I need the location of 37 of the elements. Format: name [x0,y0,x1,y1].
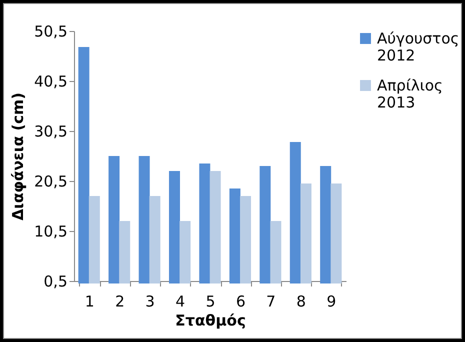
x-tick-label: 1 [84,292,94,310]
x-tick-label: 6 [236,292,246,310]
bar [229,188,240,284]
bar [300,184,312,284]
y-tick-label: 0,5 [44,272,68,290]
bar [78,47,90,284]
x-tick-label: 9 [326,292,336,310]
bar [270,221,282,284]
x-tick-label: 7 [266,292,276,310]
bar [180,221,191,284]
x-tick-label: 4 [176,292,186,310]
bar [88,196,100,284]
bar [320,166,332,284]
bar [199,164,210,284]
legend-label: Αύγουστος 2012 [377,30,460,64]
bar [138,156,150,284]
x-tick-label: 5 [206,292,216,310]
bar [260,166,271,284]
y-tick-label: 50,5 [34,22,68,40]
x-axis-title: Σταθμός [175,312,246,330]
x-tick-label: 2 [115,292,125,310]
y-tick-label: 40,5 [34,72,68,90]
x-tick-label: 8 [296,292,306,310]
y-axis-title: Διαφάνεια (cm) [9,92,28,220]
bar [240,196,252,284]
x-tick-label: 3 [145,292,155,310]
bar [108,156,120,284]
bar [168,171,180,284]
y-tick-label: 10,5 [34,222,68,240]
bar [149,196,160,284]
y-tick-label: 30,5 [34,122,68,140]
bar [290,142,301,284]
bar [119,221,130,284]
y-tick-label: 20,5 [34,172,68,190]
legend-label: Απρίλιος 2013 [377,76,443,112]
bar [330,184,342,284]
bar [210,171,221,284]
